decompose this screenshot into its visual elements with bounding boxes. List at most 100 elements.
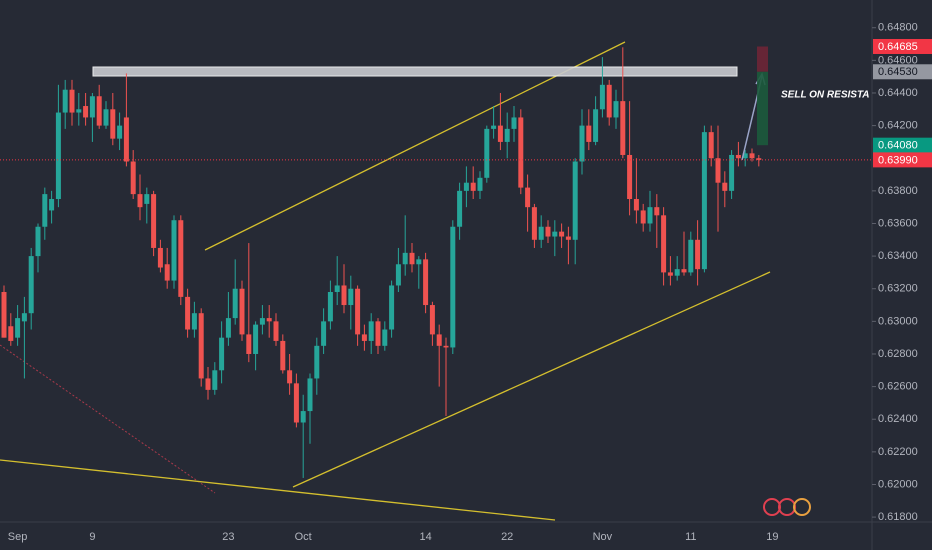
candle-body	[395, 264, 401, 286]
candle-body	[436, 334, 442, 346]
x-tick-label: 22	[501, 531, 513, 543]
candle-body	[273, 321, 279, 341]
candle-body	[511, 117, 517, 129]
candle-body	[518, 117, 524, 188]
candle-body	[627, 154, 633, 200]
candle-body	[341, 285, 347, 306]
candle-body	[565, 236, 571, 240]
y-tick-label: 0.62400	[878, 413, 918, 425]
candle-body	[212, 370, 218, 390]
candle-body	[348, 288, 354, 306]
candle-body	[491, 125, 497, 129]
candle-body	[599, 84, 605, 110]
candle-body	[144, 194, 150, 204]
candle-body	[307, 378, 313, 412]
annotation: SELL ON RESISTA	[781, 90, 870, 101]
candle-body	[368, 321, 374, 341]
candle-body	[729, 154, 735, 191]
candle-body	[429, 305, 435, 335]
price-badge-label: 0.64685	[878, 41, 918, 53]
candle-body	[688, 239, 694, 273]
y-tick-label: 0.62800	[878, 348, 918, 360]
candle-body	[103, 109, 109, 126]
candle-body	[49, 199, 55, 211]
candle-body	[28, 256, 34, 314]
candle-body	[640, 210, 646, 224]
candle-body	[15, 318, 21, 338]
candle-body	[35, 226, 41, 257]
candle-body	[708, 132, 714, 159]
candle-body	[280, 340, 286, 371]
x-tick-label: 23	[222, 531, 234, 543]
price-badge-label: 0.63990	[878, 154, 918, 166]
candles	[1, 47, 762, 478]
candle-body	[409, 252, 415, 265]
y-tick-label: 0.64200	[878, 120, 918, 132]
candle-body	[443, 345, 449, 348]
price-badge-label: 0.64080	[878, 140, 918, 152]
y-tick-label: 0.64400	[878, 87, 918, 99]
candle-body	[314, 345, 320, 379]
x-tick-label: 9	[89, 531, 95, 543]
candle-body	[21, 313, 27, 322]
y-tick-label: 0.63600	[878, 217, 918, 229]
candle-body	[69, 89, 75, 113]
price-badge	[873, 152, 932, 168]
target-zone	[757, 71, 768, 146]
x-tick-label: 11	[685, 531, 696, 543]
candle-body	[117, 125, 123, 139]
candle-body	[470, 182, 476, 191]
candle-body	[1, 291, 7, 338]
candle-body	[402, 252, 408, 265]
candle-body	[266, 318, 272, 322]
candle-body	[742, 153, 748, 159]
candle-body	[613, 101, 619, 118]
candle-body	[8, 326, 14, 341]
candle-body	[633, 199, 639, 211]
candle-body	[327, 291, 333, 322]
logo-ring	[763, 498, 781, 516]
candle-body	[198, 313, 204, 379]
candle-body	[579, 125, 585, 162]
candle-body	[89, 96, 95, 118]
x-tick-label: Nov	[593, 531, 613, 543]
candle-body	[55, 112, 61, 200]
candle-body	[178, 220, 184, 297]
y-tick-label: 0.64600	[878, 54, 918, 66]
candle-body	[76, 109, 82, 113]
candle-body	[259, 318, 265, 325]
candle-body	[477, 177, 483, 191]
candle-body	[96, 96, 102, 126]
candle-body	[674, 269, 680, 276]
y-tick-label: 0.63400	[878, 250, 918, 262]
candle-body	[293, 383, 299, 423]
candle-body	[531, 207, 537, 240]
candle-body	[389, 285, 395, 330]
x-tick-label: 19	[766, 531, 778, 543]
candle-body	[137, 194, 143, 208]
y-tick-label: 0.62000	[878, 478, 918, 490]
candle-body	[239, 288, 245, 335]
candle-body	[722, 182, 728, 191]
candle-body	[123, 117, 129, 162]
drawings	[0, 41, 771, 521]
logo-ring	[778, 498, 796, 516]
y-tick-label: 0.63200	[878, 283, 918, 295]
candle-body	[151, 194, 157, 248]
candle-body	[715, 158, 721, 183]
candle-body	[620, 101, 626, 155]
candle-body	[382, 329, 388, 346]
candle-body	[647, 207, 653, 224]
candle-body	[606, 84, 612, 118]
candle-body	[593, 109, 599, 142]
candle-body	[463, 182, 469, 191]
trend-line	[0, 344, 216, 494]
candle-body	[749, 153, 755, 159]
candle-body	[504, 128, 510, 142]
candle-body	[497, 125, 503, 142]
candle-body	[232, 288, 238, 319]
candle-body	[191, 313, 197, 330]
candle-body	[735, 154, 741, 159]
candle-body	[83, 106, 89, 118]
